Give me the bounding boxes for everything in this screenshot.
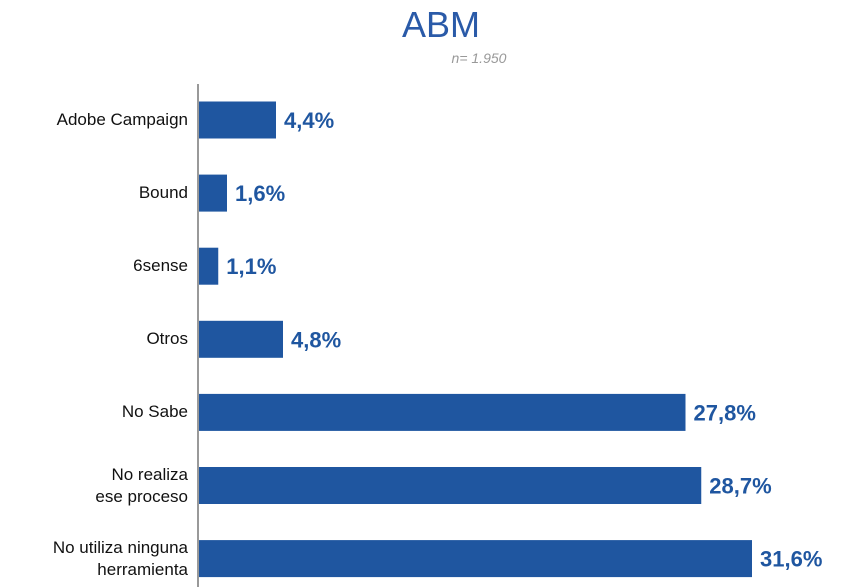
chart-subtitle: n= 1.950: [451, 50, 507, 66]
value-label: 28,7%: [709, 474, 771, 499]
category-label: No Sabe: [121, 402, 188, 422]
value-label: 31,6%: [760, 547, 822, 572]
bar: [199, 393, 686, 431]
category-label: Bound: [138, 183, 188, 203]
category-label: Otros: [146, 329, 188, 349]
value-label: 1,6%: [235, 181, 285, 206]
chart-title: ABM: [401, 4, 480, 45]
category-label: 6sense: [133, 256, 188, 276]
value-label: 4,8%: [291, 327, 341, 352]
bar: [199, 467, 702, 504]
bar: [199, 247, 219, 285]
category-label: No realiza ese proceso: [95, 464, 188, 506]
value-label: 27,8%: [694, 400, 756, 425]
category-label: No utiliza ninguna herramienta: [52, 537, 188, 579]
bar: [199, 101, 276, 139]
value-label: 1,1%: [226, 254, 276, 279]
bar: [199, 174, 227, 212]
value-label: 4,4%: [284, 108, 334, 133]
bar: [199, 320, 283, 358]
category-label: Adobe Campaign: [56, 110, 188, 129]
bar: [199, 540, 752, 578]
